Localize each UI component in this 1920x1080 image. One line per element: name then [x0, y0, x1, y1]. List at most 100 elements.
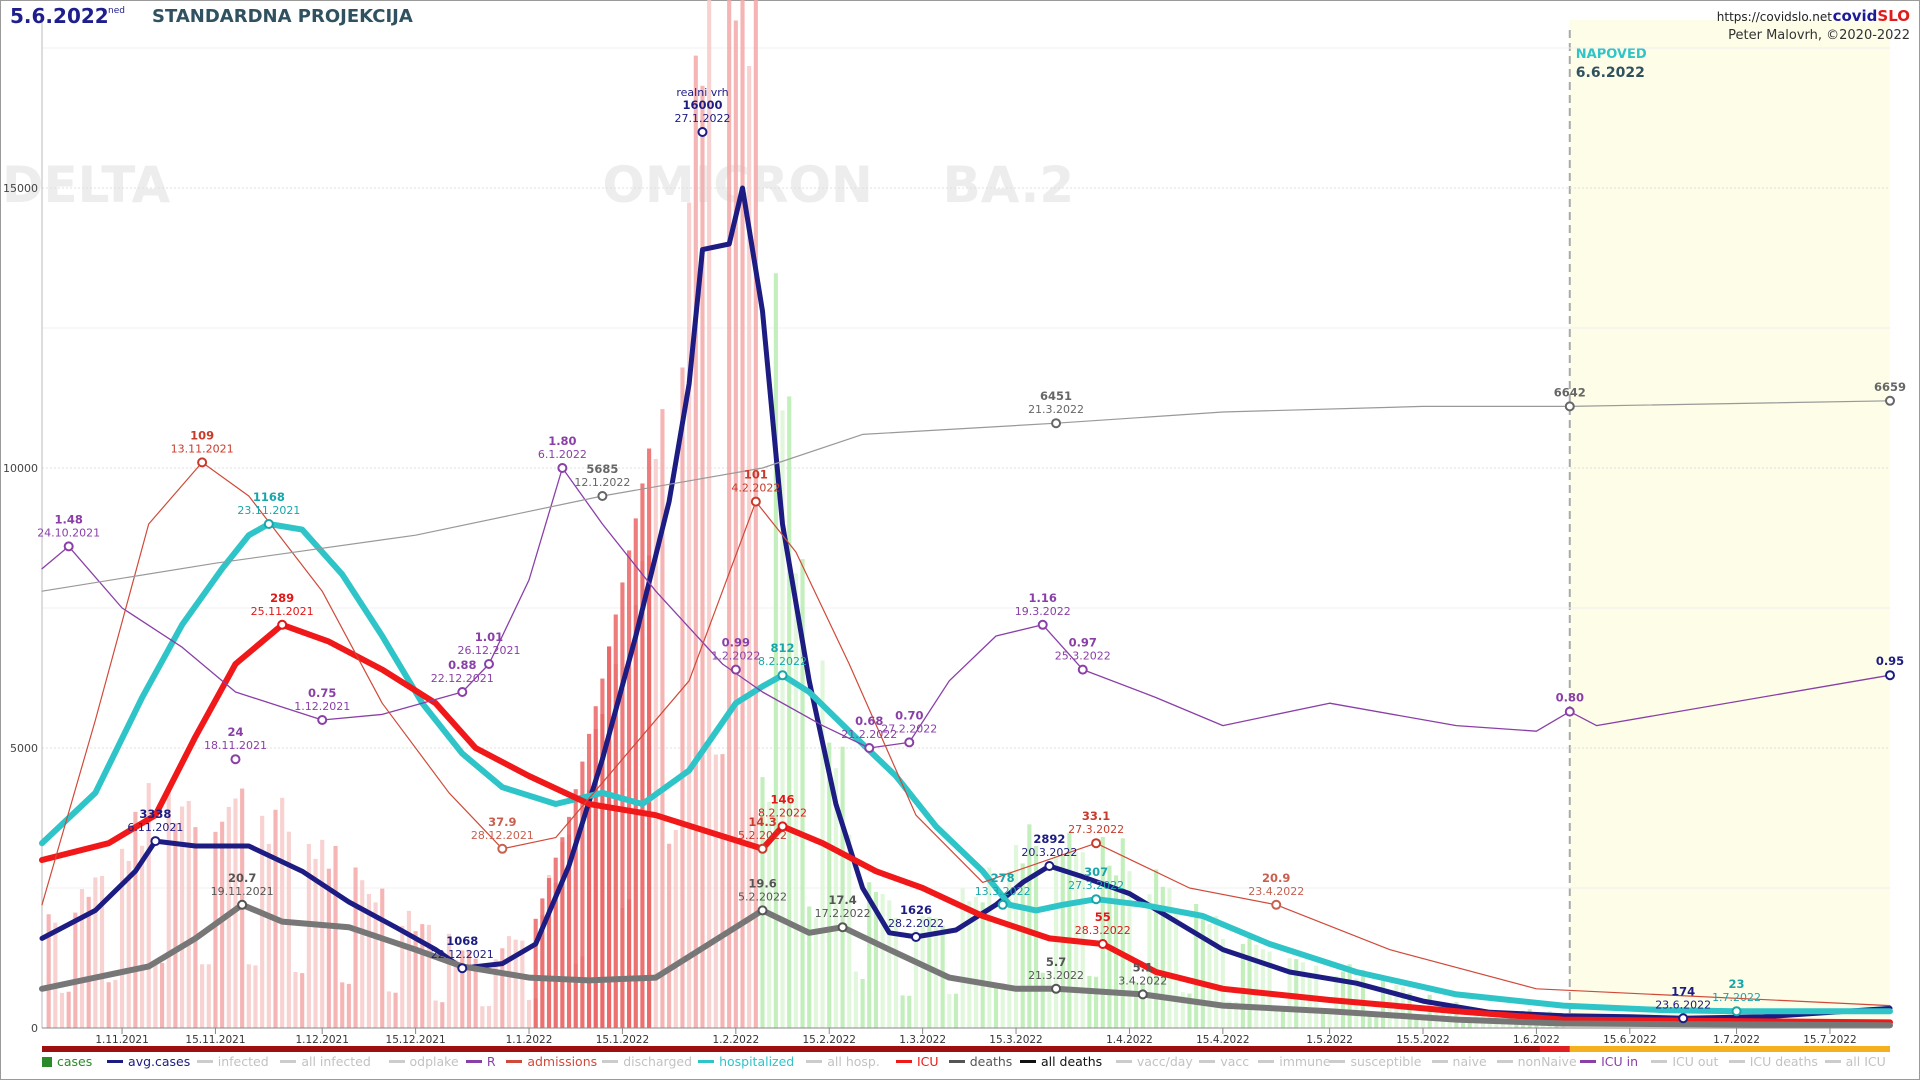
- annotation-date: 23.4.2022: [1248, 885, 1304, 898]
- case-bar: [1127, 871, 1132, 1028]
- legend-item-icu[interactable]: ICU: [895, 1054, 939, 1069]
- legend-swatch: [465, 1060, 482, 1063]
- case-bar: [1087, 975, 1092, 1028]
- legend-item-infected[interactable]: infected: [196, 1054, 269, 1069]
- legend-item-vacc-day[interactable]: vacc/day: [1115, 1054, 1193, 1069]
- case-bar: [553, 857, 558, 1028]
- header-title: STANDARDNA PROJEKCIJA: [152, 6, 413, 27]
- legend-item-susceptible[interactable]: susceptible: [1329, 1054, 1421, 1069]
- case-bar: [1387, 990, 1392, 1028]
- case-bar: [1274, 1006, 1279, 1028]
- case-bar: [927, 916, 932, 1028]
- legend-item-all-deaths[interactable]: all deaths: [1019, 1054, 1102, 1069]
- annotation-marker: [63, 541, 74, 552]
- timeline-band-recent: [1539, 1046, 1570, 1052]
- legend-item-discharged[interactable]: discharged: [602, 1054, 692, 1069]
- case-bar: [1120, 838, 1125, 1028]
- legend-item-odplake[interactable]: odplake: [388, 1054, 459, 1069]
- legend-swatch: [196, 1060, 213, 1063]
- legend-item-naive[interactable]: naive: [1431, 1054, 1487, 1069]
- legend-item-avg-cases[interactable]: avg.cases: [107, 1054, 190, 1069]
- y-tick-label: 10000: [3, 462, 38, 475]
- case-bar: [586, 733, 592, 1028]
- x-tick-label: 1.3.2022: [899, 1034, 946, 1046]
- case-bar: [713, 754, 718, 1028]
- case-bar: [320, 839, 325, 1028]
- case-bar: [813, 917, 818, 1028]
- annotation-marker: [757, 905, 768, 916]
- case-bar: [186, 801, 191, 1028]
- annotation-marker: [697, 127, 708, 137]
- legend-label: naive: [1452, 1054, 1487, 1069]
- legend-label: odplake: [409, 1054, 459, 1069]
- legend-label: susceptible: [1350, 1054, 1422, 1069]
- annotation-date: 26.12.2021: [457, 644, 520, 657]
- x-tick-label: 15.4.2022: [1196, 1034, 1249, 1046]
- case-bar: [93, 877, 98, 1028]
- annotation-marker: [1091, 838, 1102, 849]
- case-bar: [333, 845, 338, 1028]
- annotation-date: 19.11.2021: [211, 885, 274, 898]
- legend-item-icu-deaths[interactable]: ICU deaths: [1728, 1054, 1818, 1069]
- series-line-hospitalized: [39, 521, 1893, 1015]
- annotation-date: 23.11.2021: [237, 504, 300, 517]
- legend-label: hospitalized: [719, 1054, 795, 1069]
- x-tick-label: 15.5.2022: [1396, 1034, 1449, 1046]
- x-tick-label: 1.12.2021: [295, 1034, 348, 1046]
- legend-item-nonnaive[interactable]: nonNaive: [1496, 1054, 1577, 1069]
- legend-swatch: [107, 1060, 124, 1063]
- legend-label: cases: [57, 1054, 93, 1069]
- x-tick-label: 1.4.2022: [1106, 1034, 1153, 1046]
- legend-label: infected: [217, 1054, 269, 1069]
- legend-item-admissions[interactable]: admissions: [506, 1054, 597, 1069]
- legend-item-icu-out[interactable]: ICU out: [1651, 1054, 1718, 1069]
- annotation-value: 6642: [1554, 385, 1586, 399]
- legend-item-immune[interactable]: immune: [1258, 1054, 1331, 1069]
- header-url[interactable]: https://covidslo.net: [1716, 10, 1832, 24]
- legend-item-all-infected[interactable]: all infected: [280, 1054, 371, 1069]
- legend-item-cases[interactable]: cases: [42, 1054, 92, 1069]
- case-bar: [1374, 1014, 1379, 1028]
- case-bar: [1227, 1001, 1232, 1028]
- annotation-date: 24.10.2021: [37, 526, 100, 539]
- annotation-date: 1.2.2022: [711, 650, 760, 663]
- case-bar: [1420, 1018, 1426, 1028]
- case-bar: [740, 0, 745, 1029]
- annotation-value: 20.7: [228, 871, 256, 885]
- case-bar: [1460, 1020, 1466, 1028]
- case-bar: [480, 1006, 485, 1028]
- case-bar: [99, 875, 105, 1028]
- brand-logo: covidSLO: [1833, 7, 1910, 25]
- case-bar: [1234, 1002, 1239, 1028]
- annotation-marker: [757, 843, 768, 854]
- legend-item-vacc[interactable]: vacc: [1199, 1054, 1249, 1069]
- annotation-value: 1.80: [548, 434, 576, 448]
- annotation-marker: [263, 519, 274, 529]
- case-bar: [1174, 913, 1179, 1028]
- legend-swatch: [806, 1060, 823, 1063]
- legend-item-all-hosp-[interactable]: all hosp.: [806, 1054, 880, 1069]
- case-bar: [700, 85, 705, 1028]
- case-bar: [213, 831, 218, 1028]
- legend-swatch: [698, 1060, 715, 1063]
- legend-item-deaths[interactable]: deaths: [948, 1054, 1012, 1069]
- legend-item-all-icu[interactable]: all ICU: [1824, 1054, 1886, 1069]
- case-bar: [1160, 886, 1165, 1028]
- annotation-value: 33.1: [1082, 809, 1110, 823]
- legend-item-hospitalized[interactable]: hospitalized: [698, 1054, 794, 1069]
- case-bar: [440, 1002, 445, 1028]
- legend-item-icu-in[interactable]: ICU in: [1580, 1054, 1638, 1069]
- case-bar: [1434, 1002, 1439, 1028]
- annotation-marker: [1051, 983, 1062, 994]
- case-bar: [1047, 971, 1052, 1028]
- legend-item-r[interactable]: R: [465, 1054, 496, 1069]
- annotation-value: 1068: [446, 934, 478, 948]
- x-tick-label: 15.11.2021: [185, 1034, 245, 1046]
- case-bar: [466, 950, 472, 1028]
- y-tick-label: 15000: [3, 182, 38, 195]
- timeline-band-forecast: [1569, 1046, 1890, 1052]
- annotation-value: 146: [771, 792, 795, 806]
- case-bar: [420, 924, 425, 1028]
- annotation-marker: [1885, 670, 1895, 681]
